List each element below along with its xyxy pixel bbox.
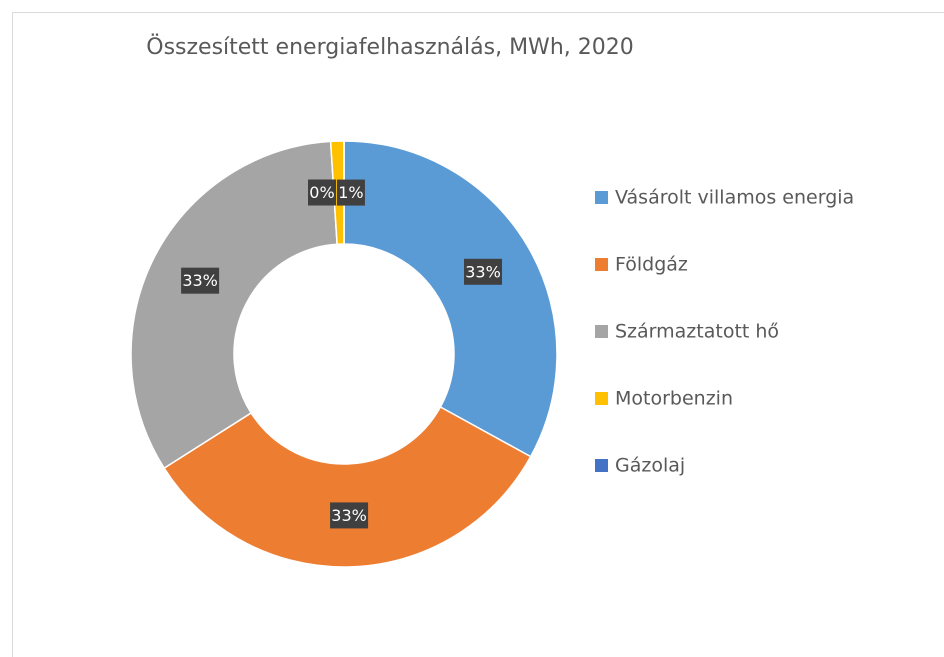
chart-title: Összesített energiafelhasználás, MWh, 20… — [146, 34, 633, 60]
data-label: 33% — [182, 271, 218, 290]
donut-slice — [130, 140, 338, 470]
data-label-box — [330, 502, 369, 529]
legend-label: Földgáz — [615, 254, 688, 276]
legend-label: Vásárolt villamos energia — [615, 187, 854, 209]
legend-swatch — [595, 392, 608, 405]
data-label-box — [464, 258, 503, 285]
legend-label: Származtatott hő — [615, 321, 779, 343]
legend-swatch — [595, 191, 608, 204]
legend-label: Motorbenzin — [615, 388, 733, 410]
legend-label: Gázolaj — [615, 455, 685, 477]
legend-swatch — [595, 325, 608, 338]
data-label: 1% — [338, 183, 363, 202]
data-label-box — [336, 179, 365, 206]
donut-slice — [343, 140, 558, 458]
data-label: 33% — [465, 262, 501, 281]
data-label-box — [308, 179, 336, 206]
legend-swatch — [595, 258, 608, 271]
donut-slice — [163, 405, 532, 568]
data-label-box — [181, 267, 220, 294]
data-label: 0% — [309, 183, 334, 202]
data-label: 33% — [331, 506, 367, 525]
legend-swatch — [595, 459, 608, 472]
